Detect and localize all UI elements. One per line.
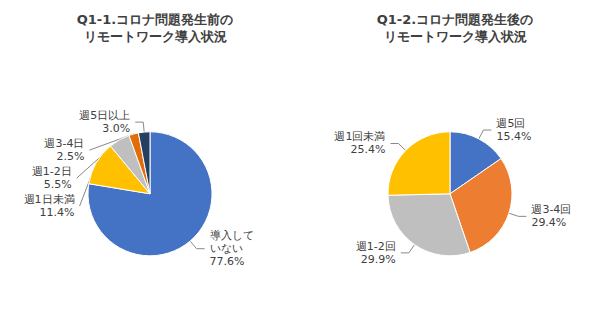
svg-text:リモートワーク導入状況: リモートワーク導入状況 bbox=[384, 29, 527, 44]
svg-text:25.4%: 25.4% bbox=[351, 143, 386, 156]
svg-text:週3-4日: 週3-4日 bbox=[44, 137, 84, 150]
svg-text:いない: いない bbox=[210, 242, 243, 255]
svg-text:週5日以上: 週5日以上 bbox=[79, 109, 130, 122]
svg-text:3.0%: 3.0% bbox=[102, 122, 130, 135]
svg-text:週1回未満: 週1回未満 bbox=[334, 130, 385, 143]
svg-text:15.4%: 15.4% bbox=[496, 130, 531, 143]
svg-text:2.5%: 2.5% bbox=[57, 150, 85, 163]
svg-text:リモートワーク導入状況: リモートワーク導入状況 bbox=[84, 29, 227, 44]
svg-text:週5回: 週5回 bbox=[496, 117, 525, 130]
svg-text:週1-2回: 週1-2回 bbox=[356, 240, 396, 253]
svg-text:Q1-1.コロナ問題発生前の: Q1-1.コロナ問題発生前の bbox=[77, 12, 233, 27]
svg-text:週1-2日: 週1-2日 bbox=[32, 165, 72, 178]
svg-text:29.9%: 29.9% bbox=[361, 253, 396, 266]
svg-text:週3-4回: 週3-4回 bbox=[531, 203, 571, 216]
svg-text:77.6%: 77.6% bbox=[210, 255, 245, 268]
svg-text:5.5%: 5.5% bbox=[44, 178, 72, 191]
svg-text:11.4%: 11.4% bbox=[40, 206, 75, 219]
svg-text:週1日未満: 週1日未満 bbox=[24, 193, 75, 206]
svg-text:29.4%: 29.4% bbox=[531, 216, 566, 229]
svg-text:Q1-2.コロナ問題発生後の: Q1-2.コロナ問題発生後の bbox=[377, 12, 533, 27]
svg-text:導入して: 導入して bbox=[210, 229, 254, 242]
